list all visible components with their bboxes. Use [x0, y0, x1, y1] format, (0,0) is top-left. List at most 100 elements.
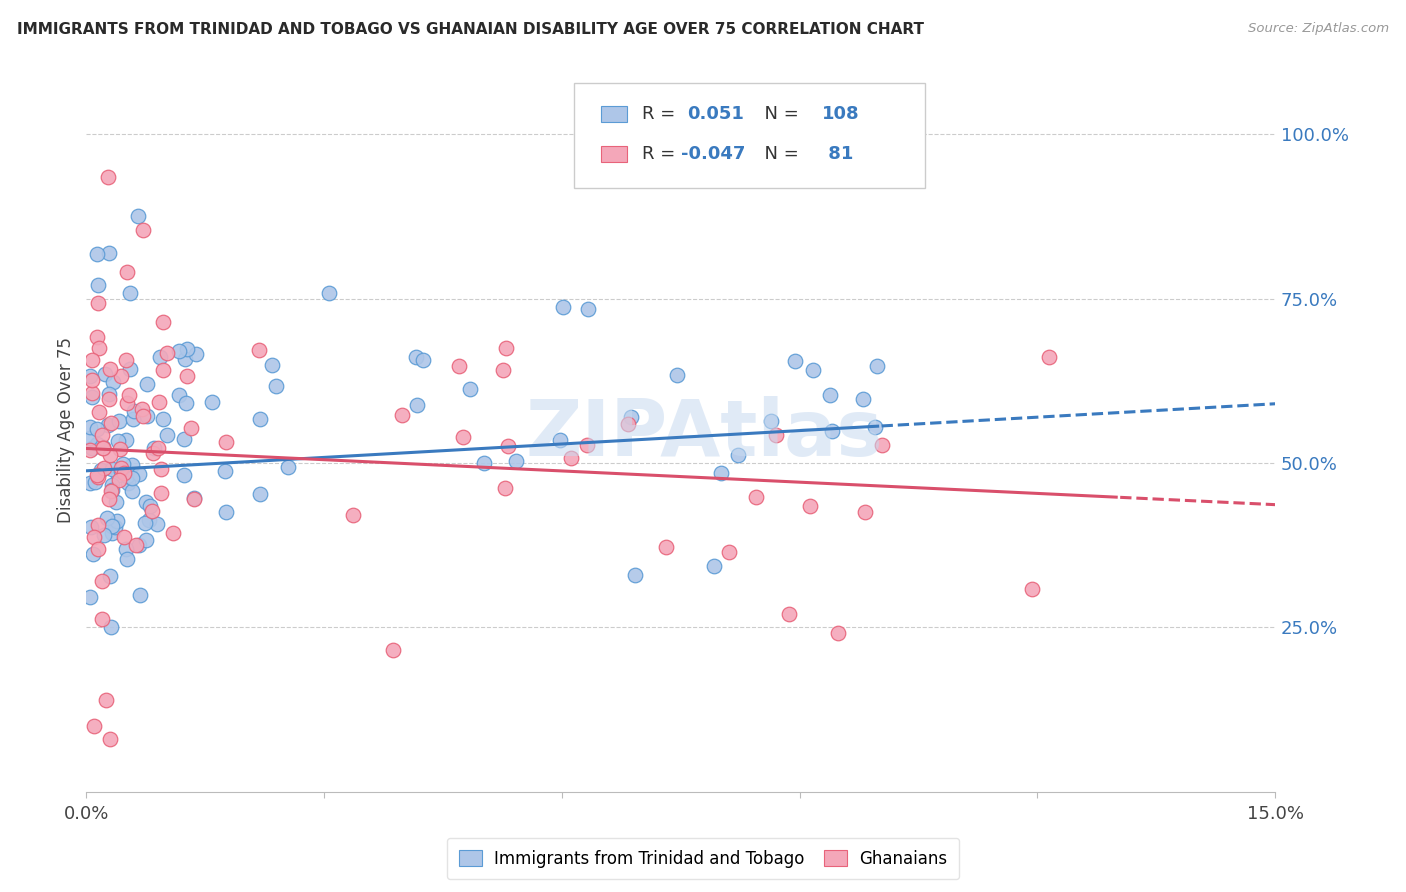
Point — [277, 460, 299, 475]
Point — [135, 409, 157, 424]
Point — [112, 530, 135, 544]
Point — [114, 433, 136, 447]
Point — [449, 359, 471, 373]
Point — [778, 607, 800, 621]
Point — [128, 467, 150, 481]
Point — [93, 460, 115, 475]
Point — [173, 432, 195, 446]
Point — [80, 519, 103, 533]
Point — [122, 411, 145, 425]
Point — [110, 460, 132, 475]
Point — [90, 427, 112, 442]
Point — [717, 545, 740, 559]
Point — [82, 391, 104, 405]
Point — [183, 491, 205, 506]
Point — [620, 410, 643, 425]
Point — [149, 462, 172, 476]
Point — [101, 518, 124, 533]
Point — [214, 464, 236, 478]
Text: ZIPAtlas: ZIPAtlas — [526, 396, 883, 472]
Point — [412, 353, 434, 368]
Point — [710, 466, 733, 480]
Y-axis label: Disability Age Over 75: Disability Age Over 75 — [58, 337, 75, 523]
Point — [79, 369, 101, 384]
Point — [406, 398, 429, 412]
Point — [86, 422, 108, 436]
Point — [96, 693, 118, 707]
Point — [98, 361, 121, 376]
Point — [167, 387, 190, 401]
Point — [122, 404, 145, 418]
Point — [666, 368, 689, 382]
Point — [100, 620, 122, 634]
Text: N =: N = — [754, 105, 804, 123]
Point — [129, 587, 152, 601]
Point — [135, 533, 157, 548]
Point — [82, 442, 104, 456]
Point — [87, 341, 110, 355]
Point — [820, 388, 842, 402]
Point — [87, 278, 110, 293]
Point — [121, 483, 143, 498]
Point — [114, 541, 136, 556]
Point — [91, 441, 114, 455]
Point — [495, 341, 517, 355]
Point — [108, 473, 131, 487]
Point — [90, 462, 112, 476]
Point — [121, 458, 143, 472]
Point — [152, 315, 174, 329]
Point — [79, 430, 101, 444]
Point — [176, 343, 198, 357]
Point — [866, 359, 889, 374]
Point — [852, 392, 875, 406]
Text: R =: R = — [641, 105, 681, 123]
Point — [115, 264, 138, 278]
Point — [101, 477, 124, 491]
Point — [98, 731, 121, 746]
Point — [727, 448, 749, 462]
Point — [83, 719, 105, 733]
Text: -0.047: -0.047 — [681, 145, 745, 163]
Point — [110, 463, 132, 477]
Point — [863, 420, 886, 434]
Point — [548, 433, 571, 447]
Point — [138, 513, 160, 527]
Point — [183, 491, 205, 505]
Point — [249, 411, 271, 425]
Point — [655, 540, 678, 554]
Point — [215, 435, 238, 450]
Point — [101, 483, 124, 497]
Point — [111, 457, 134, 471]
Point — [799, 499, 821, 513]
Point — [91, 441, 114, 455]
Point — [174, 351, 197, 366]
Point — [827, 626, 849, 640]
Point — [108, 442, 131, 456]
Point — [821, 424, 844, 438]
Point — [152, 411, 174, 425]
Point — [94, 367, 117, 381]
Point — [79, 420, 101, 434]
Point — [115, 552, 138, 566]
Point — [247, 343, 270, 357]
Point — [405, 350, 427, 364]
Legend: Immigrants from Trinidad and Tobago, Ghanaians: Immigrants from Trinidad and Tobago, Gha… — [447, 838, 959, 880]
Point — [87, 541, 110, 556]
Point — [86, 468, 108, 483]
Point — [104, 495, 127, 509]
Point — [128, 538, 150, 552]
Point — [131, 222, 153, 236]
Point — [200, 394, 222, 409]
Point — [97, 417, 120, 432]
Text: 0.051: 0.051 — [686, 105, 744, 123]
Point — [84, 475, 107, 490]
Point — [759, 414, 782, 428]
Point — [107, 434, 129, 449]
Point — [148, 395, 170, 409]
Point — [143, 441, 166, 455]
Text: 108: 108 — [823, 105, 860, 123]
Point — [496, 439, 519, 453]
Point — [551, 300, 574, 314]
Point — [93, 528, 115, 542]
Point — [86, 330, 108, 344]
